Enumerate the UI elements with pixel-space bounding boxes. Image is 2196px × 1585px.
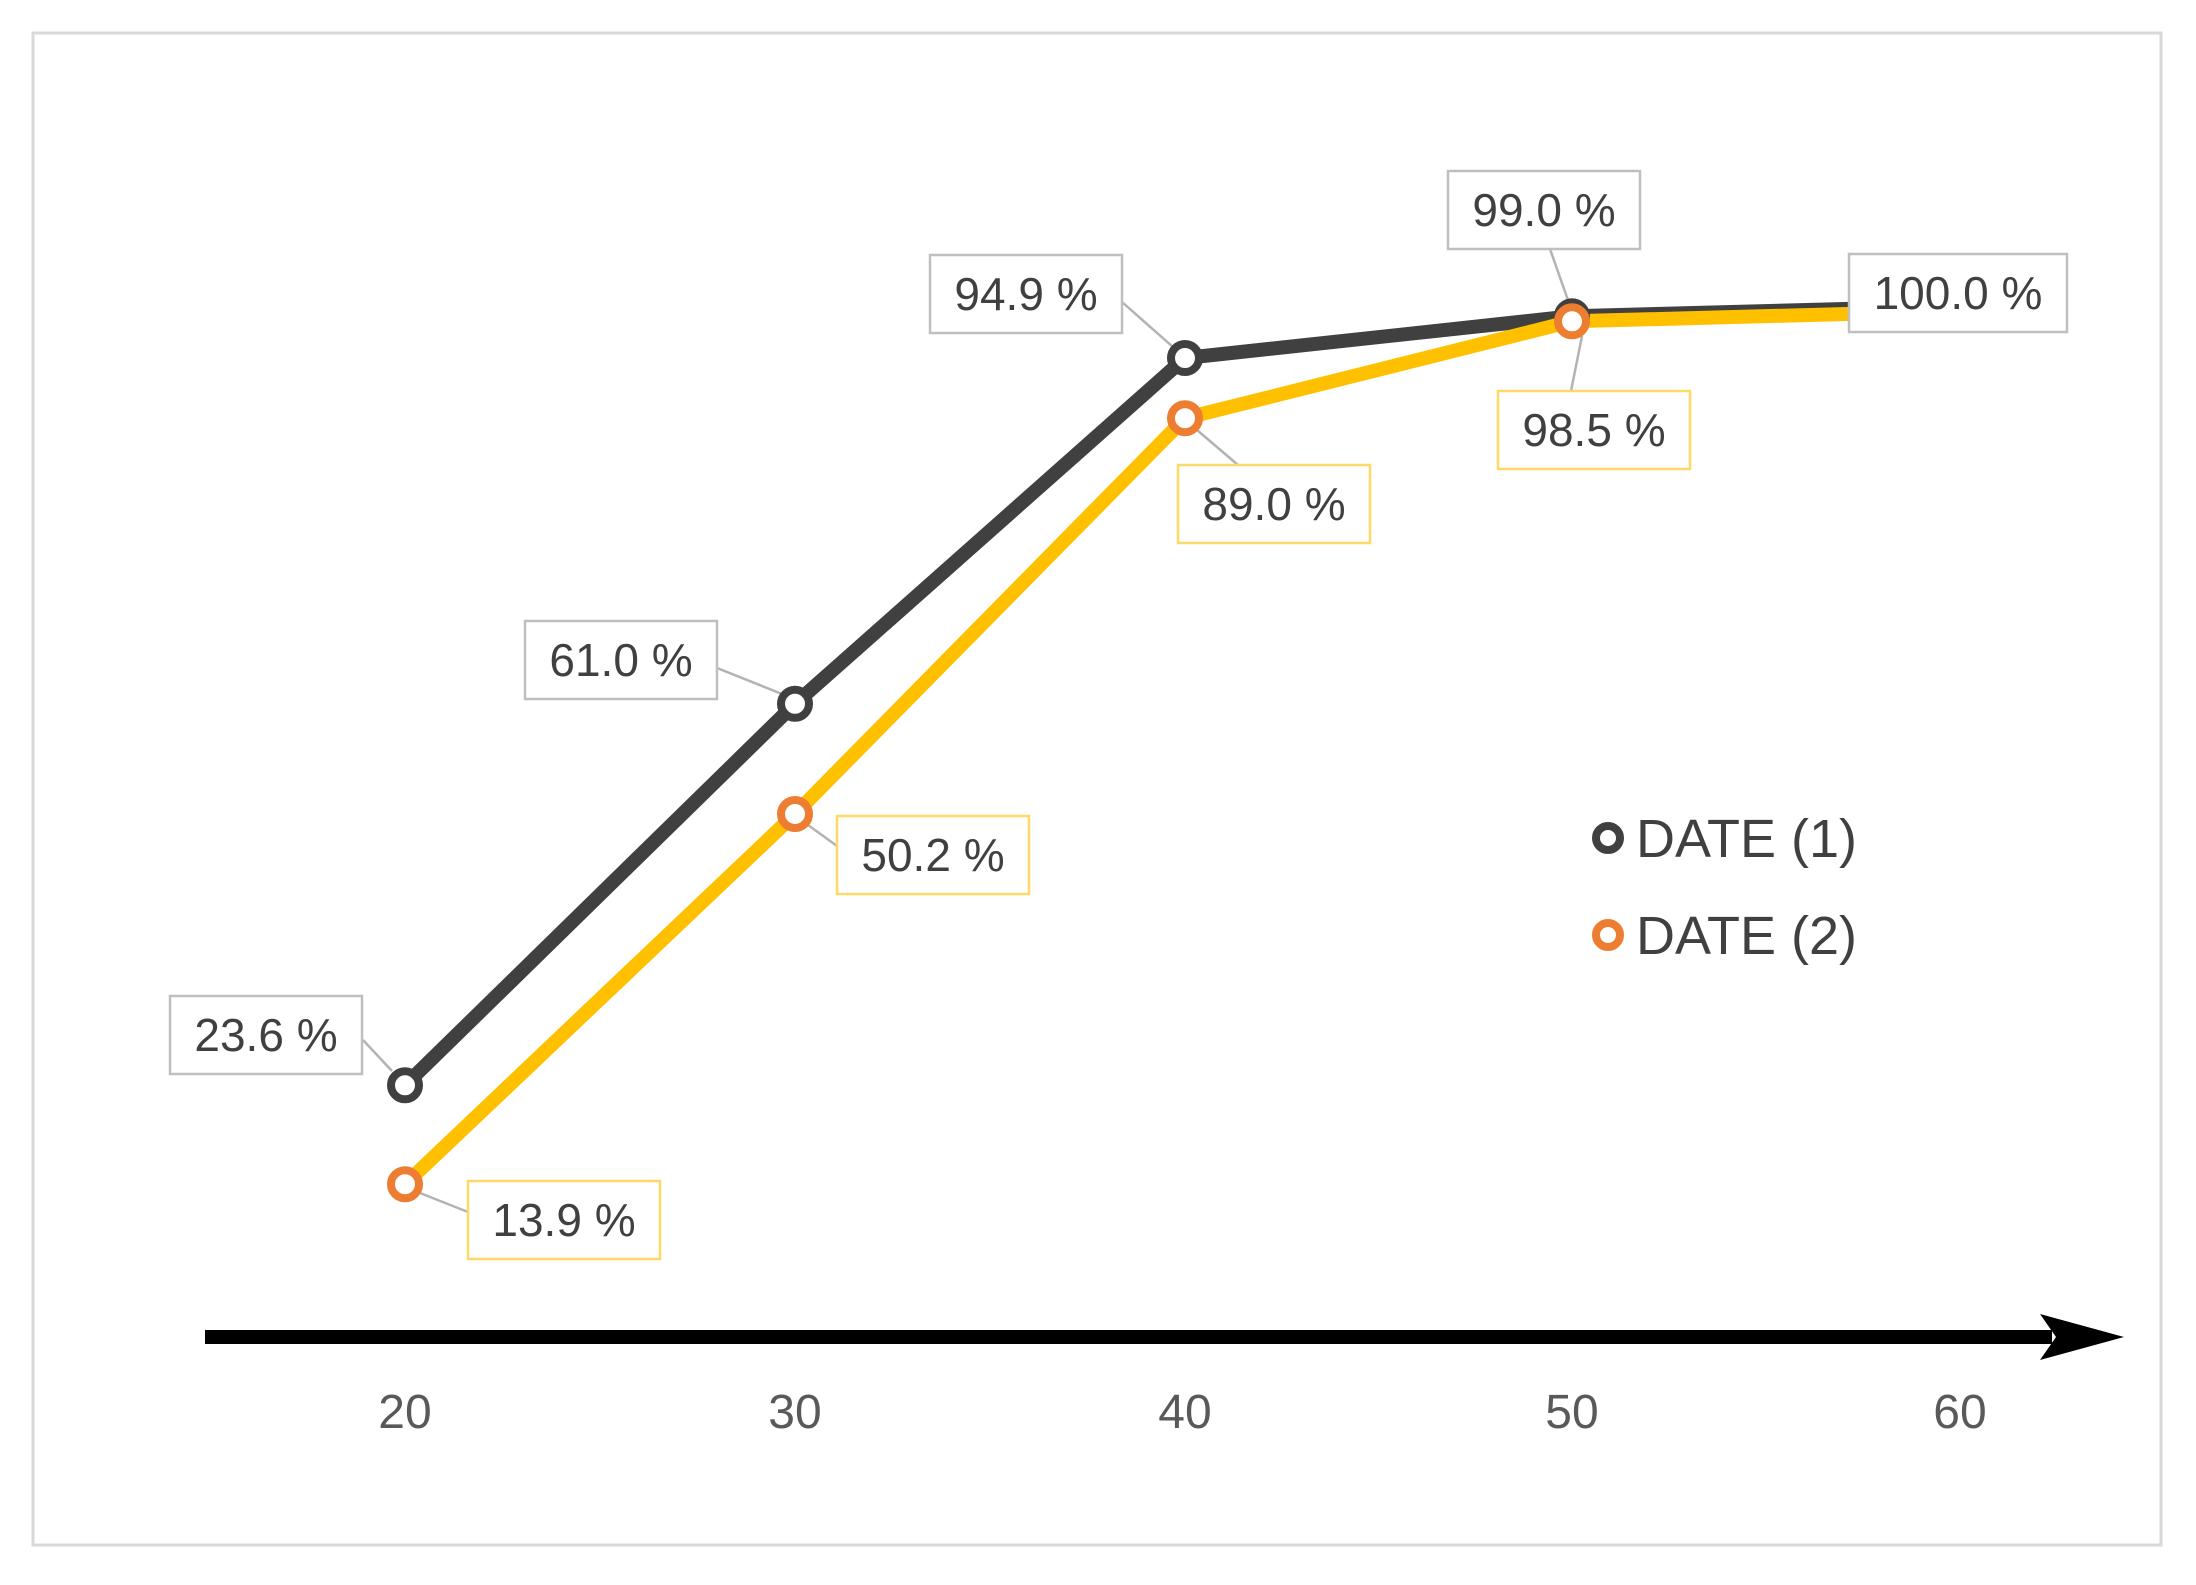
label-leader-line	[807, 823, 838, 848]
data-point-marker-series-2	[777, 795, 813, 832]
x-axis-tick-label: 60	[1933, 1386, 1986, 1439]
data-label-text: 89.0 %	[1202, 478, 1345, 530]
data-label-box	[168, 994, 364, 1076]
data-label-text: 23.6 %	[194, 1009, 337, 1061]
data-point-marker-series-2	[1554, 303, 1590, 340]
legend-label: DATE (1)	[1636, 809, 1857, 869]
label-leader-line	[362, 1039, 393, 1072]
label-leader-line	[1121, 301, 1174, 348]
data-point-marker-series-2	[387, 1166, 423, 1203]
x-axis-tick-label: 40	[1158, 1386, 1211, 1439]
data-label-box	[1176, 463, 1372, 545]
legend-marker-icon	[1592, 919, 1624, 951]
legend-item: DATE (1)	[1592, 809, 1857, 869]
data-label-text: 61.0 %	[549, 634, 692, 686]
data-point-marker-series-2	[1167, 400, 1203, 437]
label-leader-line	[419, 1191, 469, 1214]
legend: DATE (1) DATE (2)	[1592, 809, 1857, 966]
legend-item: DATE (2)	[1592, 906, 1857, 966]
x-axis-tick-label: 20	[378, 1386, 431, 1439]
x-axis-tick-label: 50	[1545, 1386, 1598, 1439]
data-label-text: 50.2 %	[861, 829, 1004, 881]
data-label-box	[928, 253, 1124, 335]
legend-label: DATE (2)	[1636, 906, 1857, 966]
data-label-box	[1446, 169, 1642, 251]
data-point-marker-series-1	[777, 685, 813, 722]
label-leader-line	[1548, 248, 1571, 304]
data-label-text: 99.0 %	[1472, 184, 1615, 236]
data-label-text: 98.5 %	[1522, 404, 1665, 456]
x-axis-arrowhead-icon	[2040, 1314, 2124, 1360]
legend-marker-icon	[1592, 822, 1624, 854]
data-point-marker-series-1	[387, 1067, 423, 1104]
data-label-box	[466, 1179, 662, 1261]
data-label-box	[1496, 389, 1692, 471]
label-leader-line	[1196, 429, 1239, 466]
label-leader-line	[1569, 335, 1584, 392]
data-label-text: 13.9 %	[492, 1194, 635, 1246]
data-label-box	[1847, 252, 2069, 334]
data-point-marker-series-1	[1167, 340, 1203, 377]
label-leader-line	[716, 666, 783, 696]
data-label-text: 94.9 %	[954, 268, 1097, 320]
data-label-box	[523, 619, 719, 701]
data-label-box	[835, 814, 1031, 896]
data-label-text: 100.0 %	[1874, 267, 2043, 319]
x-axis-tick-label: 30	[768, 1386, 821, 1439]
